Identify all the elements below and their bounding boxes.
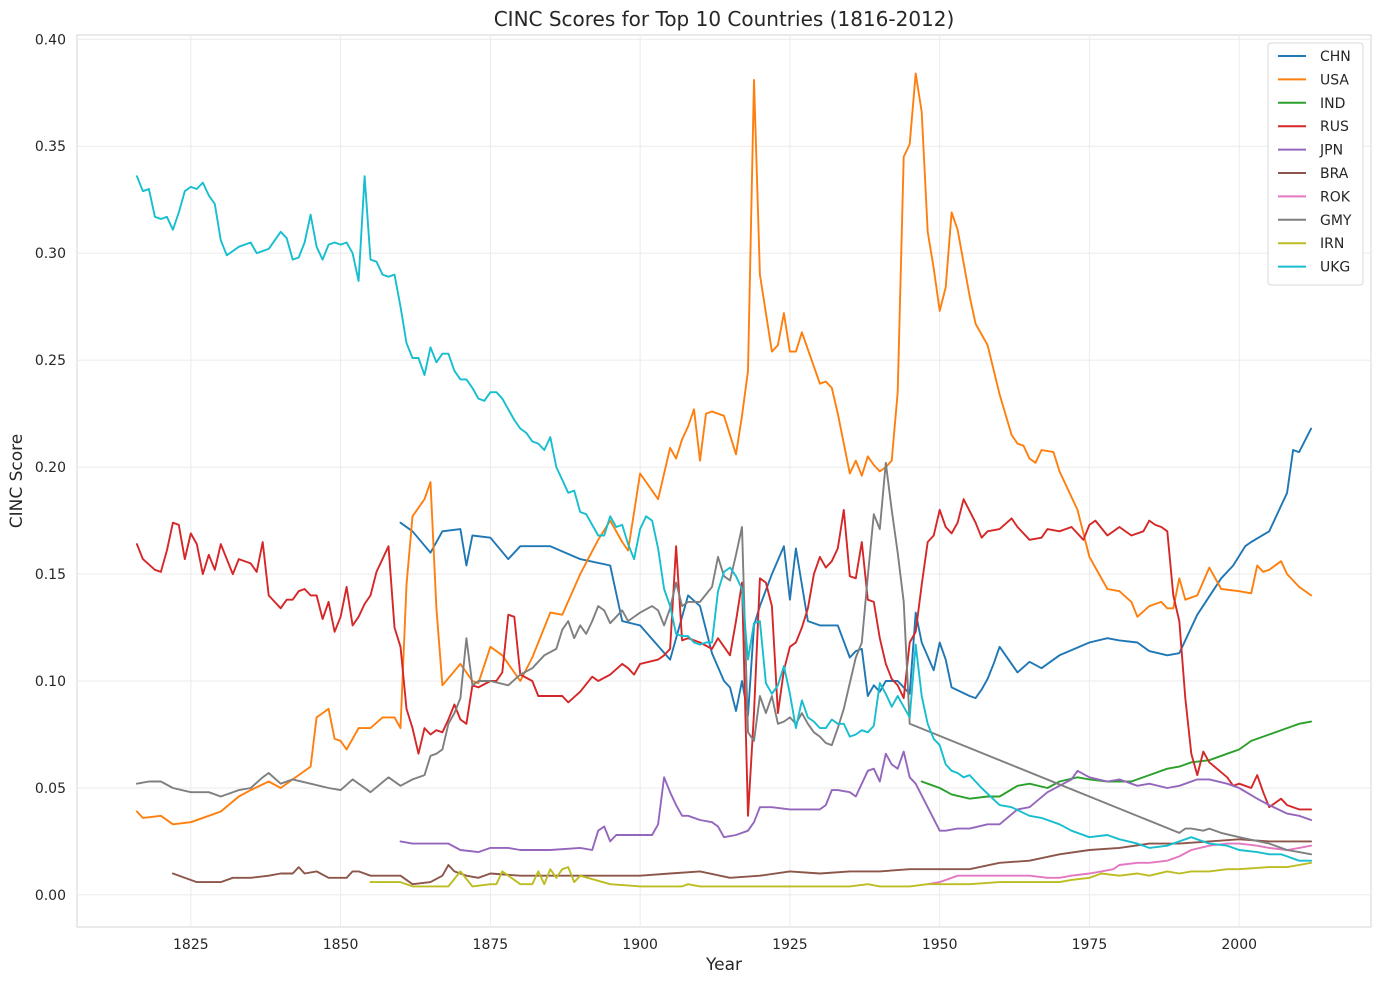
x-tick-label: 1825 <box>173 937 209 953</box>
series-line-irn <box>369 861 1313 888</box>
plot-area <box>76 34 1372 928</box>
legend-label-irn: IRN <box>1320 236 1344 252</box>
series-line-ukg <box>135 175 1313 862</box>
legend-label-ind: IND <box>1320 96 1345 112</box>
series-line-usa <box>135 72 1313 826</box>
x-tick-label: 1975 <box>1072 937 1108 953</box>
x-tick-label: 1900 <box>622 937 658 953</box>
y-tick-label: 0.10 <box>35 674 66 690</box>
legend-label-bra: BRA <box>1320 166 1349 182</box>
legend-label-jpn: JPN <box>1319 143 1343 159</box>
y-tick-label: 0.30 <box>35 246 66 262</box>
legend-label-rus: RUS <box>1320 119 1349 135</box>
legend-label-ukg: UKG <box>1320 260 1350 276</box>
series-line-rok <box>926 842 1313 886</box>
y-axis-ticks: 0.00 0.05 0.10 0.15 0.20 0.25 0.30 0.35 0.40 <box>35 32 66 904</box>
series-line-bra <box>171 838 1313 886</box>
y-tick-label: 0.15 <box>35 567 66 583</box>
series-line-rus <box>135 498 1313 817</box>
series-line-gmy <box>135 461 1313 856</box>
x-tick-label: 1950 <box>922 937 958 953</box>
series-line-jpn <box>399 750 1313 854</box>
y-tick-label: 0.40 <box>35 32 66 48</box>
y-tick-label: 0.00 <box>35 888 66 904</box>
legend: CHN USA IND RUS JPN BRA ROK GMY IRN UKG <box>1267 42 1364 286</box>
x-tick-label: 1925 <box>772 937 808 953</box>
x-tick-label: 1875 <box>473 937 509 953</box>
x-axis-ticks: 1825 1850 1875 1900 1925 1950 1975 2000 <box>173 937 1257 953</box>
y-axis-label: CINC Score <box>7 434 27 529</box>
legend-label-rok: ROK <box>1320 189 1351 205</box>
series-line-chn <box>399 427 1313 717</box>
chart-title: CINC Scores for Top 10 Countries (1816-2… <box>494 7 955 31</box>
series-lines <box>135 72 1313 888</box>
legend-label-usa: USA <box>1320 72 1349 88</box>
y-tick-label: 0.25 <box>35 353 66 369</box>
x-tick-label: 2000 <box>1221 937 1257 953</box>
x-tick-label: 1850 <box>323 937 359 953</box>
y-tick-label: 0.35 <box>35 139 66 155</box>
x-axis-label: Year <box>705 955 742 975</box>
series-line-ind <box>920 720 1313 800</box>
legend-label-chn: CHN <box>1320 49 1351 65</box>
y-tick-label: 0.05 <box>35 781 66 797</box>
legend-label-gmy: GMY <box>1320 213 1352 229</box>
y-tick-label: 0.20 <box>35 460 66 476</box>
